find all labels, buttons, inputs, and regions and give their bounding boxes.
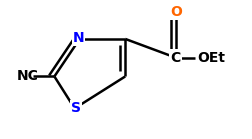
- Text: NC: NC: [17, 70, 39, 83]
- Text: N: N: [72, 31, 84, 45]
- Text: C: C: [170, 51, 180, 65]
- Text: O: O: [169, 5, 181, 19]
- Text: OEt: OEt: [196, 51, 224, 65]
- Text: S: S: [71, 101, 81, 115]
